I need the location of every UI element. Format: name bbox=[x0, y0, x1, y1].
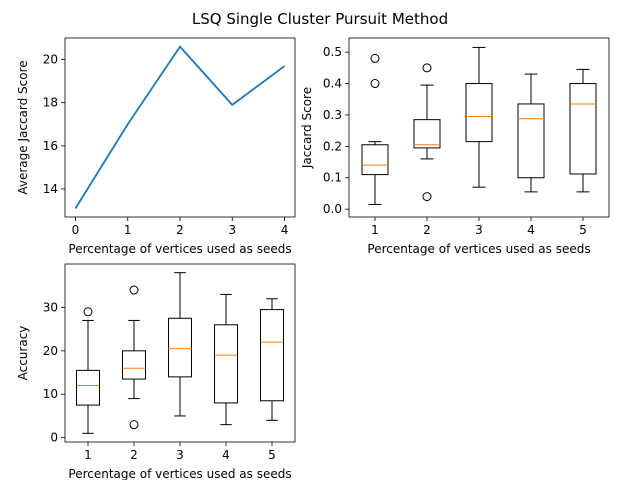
outlier-point bbox=[83, 307, 93, 317]
y-tick-label: 0.1 bbox=[323, 171, 342, 185]
y-tick-label: 0 bbox=[50, 431, 58, 445]
x-tick-label: 5 bbox=[268, 448, 276, 462]
box-2 bbox=[122, 285, 146, 430]
iqr-box bbox=[465, 83, 493, 143]
boxplot-jaccard-score: 1 2 3 4 5 0.0 0.1 0.2 0.3 0.4 0.5 Percentage of ver… bbox=[300, 37, 610, 256]
y-tick-label: 20 bbox=[43, 344, 58, 358]
y-tick-label: 0.2 bbox=[323, 139, 342, 153]
iqr-box bbox=[413, 119, 441, 149]
x-axis-label: Percentage of vertices used as seeds bbox=[68, 467, 291, 480]
y-axis-label: Jaccard Score bbox=[300, 87, 314, 169]
box-1 bbox=[76, 307, 100, 434]
iqr-box bbox=[214, 324, 238, 404]
iqr-box bbox=[122, 350, 146, 380]
line-chart-average-jaccard: 0 1 2 3 4 14 16 18 20 Percentage of vertices used… bbox=[16, 37, 296, 256]
x-tick-label: 4 bbox=[281, 223, 289, 237]
x-tick-label: 3 bbox=[176, 448, 184, 462]
y-axis-label: Accuracy bbox=[16, 326, 30, 381]
axes-frame bbox=[64, 263, 296, 443]
y-tick-label: 20 bbox=[43, 53, 58, 67]
y-tick-label: 14 bbox=[43, 182, 58, 196]
y-tick-label: 18 bbox=[43, 96, 58, 110]
box-3 bbox=[465, 46, 493, 188]
iqr-box bbox=[361, 144, 389, 176]
x-tick-label: 4 bbox=[222, 448, 230, 462]
y-tick-label: 30 bbox=[43, 300, 58, 314]
box-4 bbox=[214, 293, 238, 426]
x-tick-label: 2 bbox=[130, 448, 138, 462]
y-tick-label: 10 bbox=[43, 387, 58, 401]
outlier-point bbox=[370, 53, 380, 63]
box-2 bbox=[413, 63, 441, 202]
x-axis-label: Percentage of vertices used as seeds bbox=[68, 242, 291, 256]
boxplot-accuracy: 1 2 3 4 5 0 10 20 30 Percentage of vertices used … bbox=[16, 263, 296, 480]
box-5 bbox=[569, 68, 597, 193]
x-tick-label: 2 bbox=[423, 223, 431, 237]
iqr-box bbox=[517, 103, 545, 179]
outlier-point bbox=[422, 63, 432, 73]
iqr-box bbox=[260, 309, 284, 402]
x-tick-label: 3 bbox=[228, 223, 236, 237]
iqr-box bbox=[569, 83, 597, 175]
outlier-point bbox=[129, 420, 139, 430]
x-tick-label: 0 bbox=[72, 223, 80, 237]
y-tick-label: 0.3 bbox=[323, 108, 342, 122]
outlier-point bbox=[422, 192, 432, 202]
box-3 bbox=[168, 272, 192, 417]
x-axis-label: Percentage of vertices used as seeds bbox=[367, 242, 590, 256]
box-1 bbox=[361, 53, 389, 205]
y-tick-label: 0.5 bbox=[323, 45, 342, 59]
y-tick-label: 0.4 bbox=[323, 77, 342, 91]
iqr-box bbox=[76, 369, 100, 406]
x-tick-label: 5 bbox=[579, 223, 587, 237]
axes-frame bbox=[348, 37, 610, 218]
figure-title: LSQ Single Cluster Pursuit Method bbox=[192, 10, 448, 28]
outlier-point bbox=[129, 285, 139, 295]
x-tick-label: 1 bbox=[124, 223, 132, 237]
iqr-box bbox=[168, 317, 192, 378]
y-tick-label: 0.0 bbox=[323, 202, 342, 216]
outlier-point bbox=[370, 79, 380, 89]
box-4 bbox=[517, 73, 545, 193]
box-5 bbox=[260, 298, 284, 421]
x-tick-label: 3 bbox=[475, 223, 483, 237]
y-tick-label: 16 bbox=[43, 139, 58, 153]
x-tick-label: 1 bbox=[84, 448, 92, 462]
axes-frame bbox=[64, 37, 296, 218]
x-tick-label: 4 bbox=[527, 223, 535, 237]
x-tick-label: 1 bbox=[371, 223, 379, 237]
x-tick-label: 2 bbox=[176, 223, 184, 237]
y-axis-label: Average Jaccard Score bbox=[16, 60, 30, 194]
